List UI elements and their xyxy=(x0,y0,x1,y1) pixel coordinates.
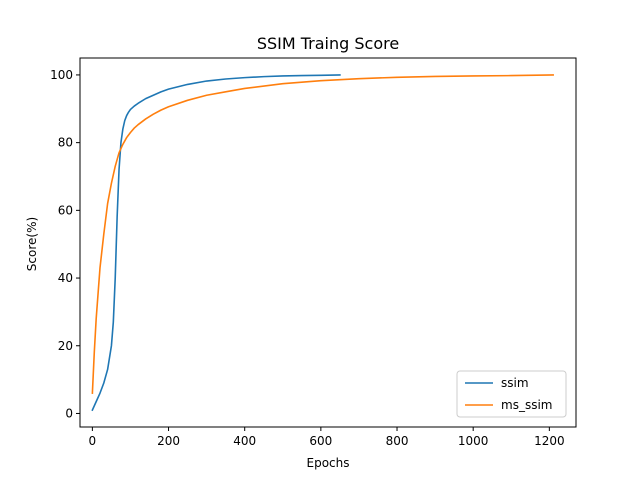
y-tick-label: 80 xyxy=(58,136,73,150)
chart-title: SSIM Traing Score xyxy=(257,34,399,53)
y-axis-label: Score(%) xyxy=(25,217,39,271)
y-tick-label: 40 xyxy=(58,271,73,285)
y-tick-label: 60 xyxy=(58,203,73,217)
legend-label-ssim: ssim xyxy=(501,376,529,390)
x-tick-label: 200 xyxy=(157,434,180,448)
x-tick-label: 0 xyxy=(89,434,97,448)
x-tick-label: 400 xyxy=(233,434,256,448)
y-axis: 0 20 40 60 80 100 xyxy=(50,68,80,420)
legend: ssim ms_ssim xyxy=(456,370,567,418)
series-line-ms_ssim xyxy=(91,74,554,394)
x-tick-label: 1000 xyxy=(458,434,489,448)
x-tick-label: 600 xyxy=(309,434,332,448)
x-tick-label: 800 xyxy=(386,434,409,448)
series-line-ssim xyxy=(91,74,341,412)
x-tick-label: 1200 xyxy=(534,434,565,448)
y-tick-label: 20 xyxy=(58,339,73,353)
y-tick-label: 100 xyxy=(50,68,73,82)
plot-frame xyxy=(79,57,577,428)
legend-label-ms_ssim: ms_ssim xyxy=(501,398,552,412)
plot-area xyxy=(79,57,577,428)
y-tick-label: 0 xyxy=(65,406,73,420)
x-axis-label: Epochs xyxy=(307,456,350,470)
x-axis: 0 200 400 600 800 1000 1200 xyxy=(89,427,565,448)
